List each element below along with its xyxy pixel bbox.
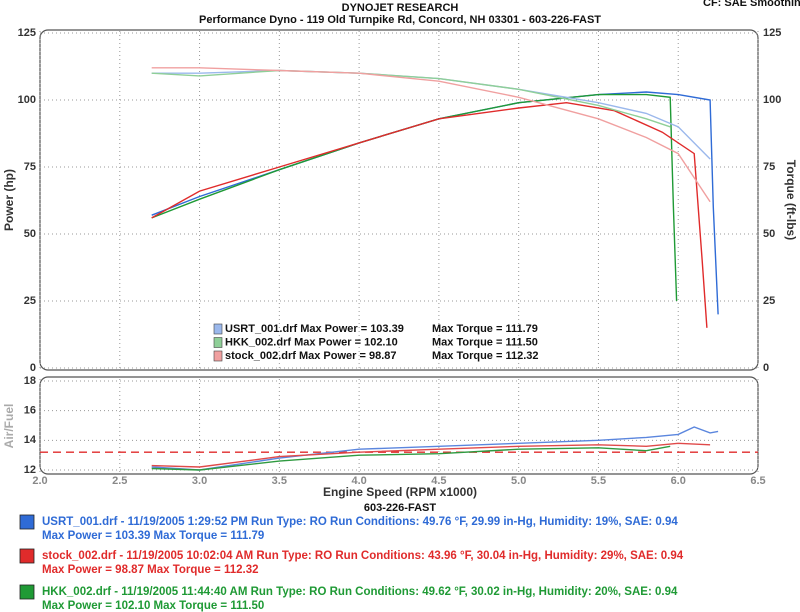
run-swatch	[19, 584, 35, 600]
y-tick-label: 50	[24, 228, 36, 240]
y2-tick-label: 75	[763, 161, 775, 173]
y-tick-label: 0	[30, 362, 36, 374]
data-line	[151, 67, 711, 203]
y-tick-label: 25	[24, 295, 36, 307]
y2-tick-label: 0	[763, 362, 769, 374]
y2-tick-label: 100	[763, 94, 781, 106]
x-tick-label: 3.5	[272, 475, 287, 487]
legend-torque: Max Torque = 111.50	[432, 336, 538, 348]
x-tick-label: 5.0	[511, 475, 526, 487]
legend-swatch	[213, 337, 223, 348]
data-line	[151, 445, 671, 471]
y2-tick-label: 125	[763, 27, 781, 39]
afr-plot-frame	[39, 376, 759, 475]
legend-swatch	[213, 323, 223, 335]
title: DYNOJET RESEARCH	[342, 2, 459, 14]
run-max: Max Power = 103.39 Max Torque = 111.79	[42, 530, 264, 542]
footer: 603-226-FAST	[364, 502, 436, 514]
legend-power: HKK_002.drf Max Power = 102.10	[225, 336, 398, 348]
x-tick-label: 6.5	[750, 475, 765, 487]
x-tick-label: 6.0	[671, 475, 686, 487]
run-swatch	[19, 548, 35, 564]
legend-swatch	[213, 350, 223, 362]
legend-torque: Max Torque = 112.32	[432, 350, 539, 362]
afr-axis-label: Air/Fuel	[2, 404, 16, 449]
legend-torque: Max Torque = 111.79	[432, 323, 538, 335]
run-max: Max Power = 98.87 Max Torque = 112.32	[42, 564, 258, 576]
run-info: HKK_002.drf - 11/19/2005 11:44:40 AM Run…	[42, 586, 678, 598]
run-info: USRT_001.drf - 11/19/2005 1:29:52 PM Run…	[42, 516, 678, 528]
y-tick-label: 14	[24, 434, 37, 446]
x-tick-label: 4.0	[351, 475, 366, 487]
x-tick-label: 2.5	[112, 475, 127, 487]
data-line	[151, 426, 719, 471]
data-line	[151, 69, 671, 128]
run-info: stock_002.drf - 11/19/2005 10:02:04 AM R…	[42, 550, 684, 562]
y-tick-label: 18	[24, 375, 36, 387]
x-tick-label: 3.0	[192, 475, 207, 487]
y-tick-label: 100	[18, 94, 36, 106]
x-tick-label: 4.5	[431, 475, 446, 487]
x-axis-label: Engine Speed (RPM x1000)	[323, 485, 477, 499]
run-swatch	[19, 514, 35, 530]
y-tick-label: 16	[24, 405, 36, 417]
run-max: Max Power = 102.10 Max Torque = 111.50	[42, 600, 264, 612]
x-tick-label: 2.0	[32, 475, 47, 487]
y-tick-label: 75	[24, 161, 36, 173]
subtitle: Performance Dyno - 119 Old Turnpike Rd, …	[199, 14, 601, 26]
x-tick-label: 5.5	[591, 475, 606, 487]
legend-power: USRT_001.drf Max Power = 103.39	[225, 323, 404, 335]
main-plot-frame	[39, 29, 759, 371]
data-line	[151, 93, 678, 302]
y-axis-label: Power (hp)	[2, 169, 16, 231]
legend-power: stock_002.drf Max Power = 98.87	[225, 350, 397, 362]
data-line	[151, 101, 708, 328]
y-tick-label: 12	[24, 464, 36, 476]
y-tick-label: 125	[18, 27, 36, 39]
y2-axis-label: Torque (ft-lbs)	[784, 160, 798, 240]
data-line	[151, 442, 711, 468]
settings: CF: SAE Smoothing: 0	[703, 0, 800, 9]
y2-tick-label: 50	[763, 228, 775, 240]
y2-tick-label: 25	[763, 295, 775, 307]
